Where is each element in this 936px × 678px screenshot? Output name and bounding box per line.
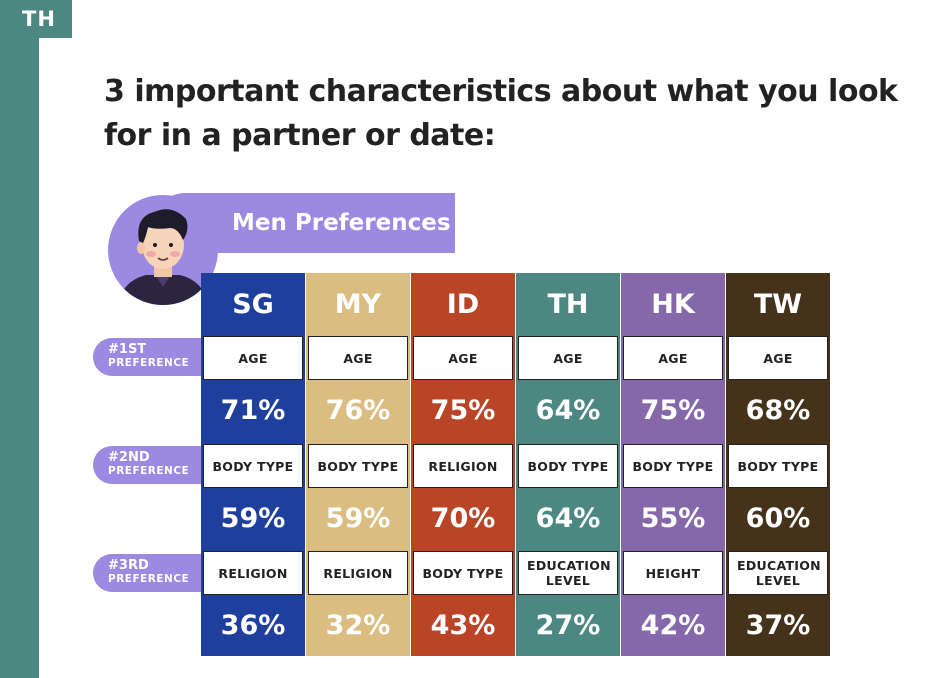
trait-label: BODY TYPE: [317, 458, 399, 474]
percentage-value: 64%: [535, 395, 601, 426]
percentage-value: 59%: [325, 503, 391, 534]
trait-cell: BODY TYPE: [203, 444, 303, 488]
percentage-value: 76%: [325, 395, 391, 426]
trait-label: BODY TYPE: [422, 565, 504, 581]
country-tag: TH: [0, 0, 72, 38]
trait-label: EDUCATION LEVEL: [737, 558, 821, 588]
preference-label-3rd: #3RD PREFERENCE: [93, 554, 202, 592]
percentage-value: 75%: [640, 395, 706, 426]
banner-title: Men Preferences: [232, 210, 451, 236]
trait-label: RELIGION: [428, 458, 498, 474]
region-header: TW: [753, 289, 803, 320]
percentage-value: 43%: [430, 610, 496, 641]
trait-cell: AGE: [203, 336, 303, 380]
preference-rank: #2ND: [108, 450, 150, 465]
region-header: HK: [651, 289, 695, 320]
trait-cell: AGE: [623, 336, 723, 380]
percentage-value: 71%: [220, 395, 286, 426]
trait-label: BODY TYPE: [737, 458, 819, 474]
trait-cell: AGE: [728, 336, 828, 380]
trait-label: RELIGION: [323, 565, 393, 581]
percentage-value: 37%: [745, 610, 811, 641]
preference-rank: #3RD: [108, 558, 149, 573]
trait-label: BODY TYPE: [212, 458, 294, 474]
region-header: SG: [232, 289, 274, 320]
trait-label: BODY TYPE: [527, 458, 609, 474]
percentage-value: 36%: [220, 610, 286, 641]
percentage-value: 59%: [220, 503, 286, 534]
trait-cell: BODY TYPE: [728, 444, 828, 488]
percentage-value: 68%: [745, 395, 811, 426]
trait-label: AGE: [238, 350, 268, 366]
trait-cell: BODY TYPE: [413, 551, 513, 595]
man-avatar-icon: [108, 195, 218, 305]
page-title: 3 important characteristics about what y…: [104, 74, 898, 153]
trait-cell: RELIGION: [203, 551, 303, 595]
trait-cell: AGE: [413, 336, 513, 380]
trait-label: RELIGION: [218, 565, 288, 581]
percentage-value: 42%: [640, 610, 706, 641]
region-header: ID: [446, 289, 480, 320]
percentage-value: 55%: [640, 503, 706, 534]
trait-label: EDUCATION LEVEL: [527, 558, 611, 588]
percentage-value: 32%: [325, 610, 391, 641]
sidebar-stripe: [0, 0, 39, 678]
region-header: MY: [334, 289, 382, 320]
percentage-value: 70%: [430, 503, 496, 534]
trait-label: AGE: [448, 350, 478, 366]
trait-label: BODY TYPE: [632, 458, 714, 474]
region-header: TH: [547, 289, 589, 320]
trait-label: HEIGHT: [645, 565, 701, 581]
trait-cell: RELIGION: [413, 444, 513, 488]
trait-cell: HEIGHT: [623, 551, 723, 595]
trait-cell: RELIGION: [308, 551, 408, 595]
preference-word: PREFERENCE: [108, 357, 190, 369]
trait-cell: EDUCATION LEVEL: [518, 551, 618, 595]
trait-cell: AGE: [308, 336, 408, 380]
preference-label-2nd: #2ND PREFERENCE: [93, 446, 202, 484]
trait-cell: AGE: [518, 336, 618, 380]
trait-label: AGE: [343, 350, 373, 366]
trait-label: AGE: [553, 350, 583, 366]
preference-word: PREFERENCE: [108, 465, 190, 477]
percentage-value: 27%: [535, 610, 601, 641]
trait-cell: BODY TYPE: [623, 444, 723, 488]
trait-cell: BODY TYPE: [308, 444, 408, 488]
percentage-value: 75%: [430, 395, 496, 426]
preference-label-1st: #1ST PREFERENCE: [93, 338, 202, 376]
preference-rank: #1ST: [108, 342, 147, 357]
percentage-value: 60%: [745, 503, 811, 534]
trait-cell: EDUCATION LEVEL: [728, 551, 828, 595]
trait-label: AGE: [763, 350, 793, 366]
percentage-value: 64%: [535, 503, 601, 534]
trait-label: AGE: [658, 350, 688, 366]
preference-word: PREFERENCE: [108, 573, 190, 585]
trait-cell: BODY TYPE: [518, 444, 618, 488]
